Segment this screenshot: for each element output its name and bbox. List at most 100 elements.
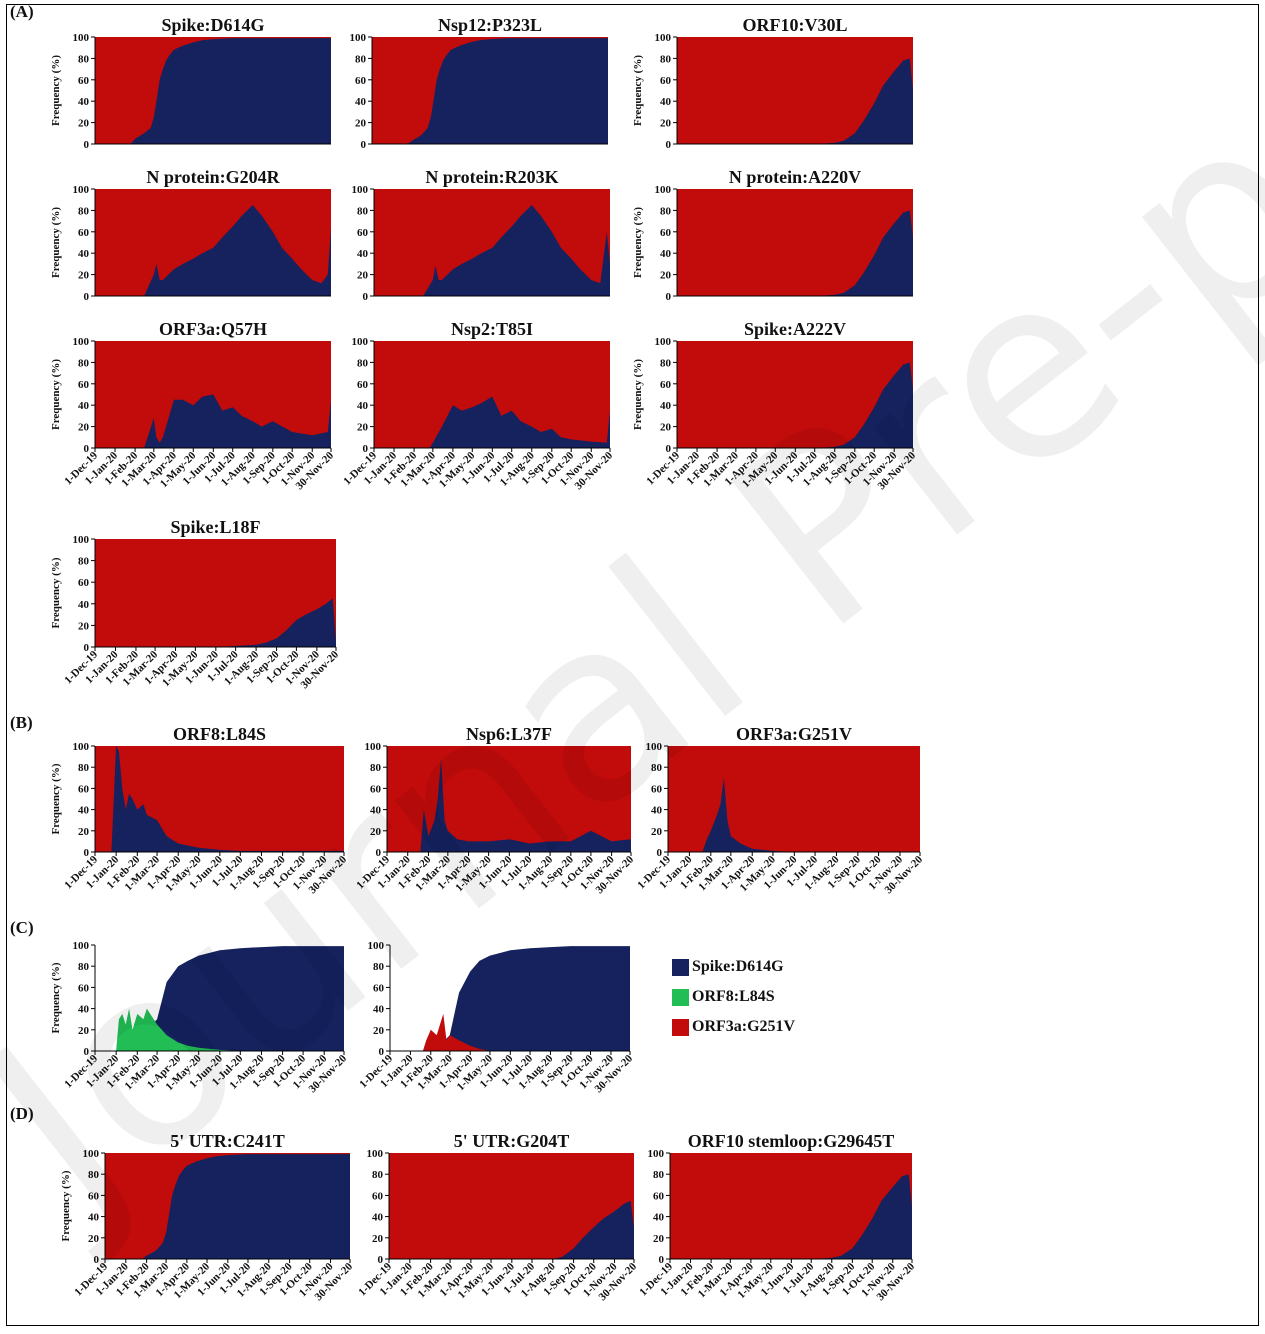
y-tick-label: 100 [73, 741, 90, 753]
legend-swatch-orf3a-g251v [672, 1018, 689, 1036]
y-tick-label: 100 [73, 184, 90, 196]
series-area-spike-d614g [390, 946, 630, 1051]
y-tick-label: 20 [660, 270, 672, 282]
series-area-mutant [387, 758, 631, 852]
y-axis-label: Frequency (%) [632, 55, 644, 126]
y-tick-label: 20 [88, 1233, 100, 1245]
chart-svg: 0 20 40 60 80 100 Frequency (%) [50, 32, 331, 151]
y-tick-label: 40 [653, 1212, 665, 1224]
y-tick-label: 0 [94, 1254, 100, 1266]
y-tick-label: 100 [655, 336, 672, 348]
y-tick-label: 60 [370, 783, 382, 795]
y-tick-label: 80 [78, 556, 90, 568]
legend-item-spike-d614g: Spike:D614G [672, 952, 795, 982]
y-tick-label: 20 [357, 270, 369, 282]
y-axis-label: Frequency (%) [50, 359, 62, 430]
y-axis-label: Frequency (%) [50, 962, 62, 1033]
chart-title: Nsp6:L37F [465, 724, 552, 744]
y-tick-label: 0 [666, 443, 672, 455]
y-tick-label: 20 [372, 1233, 384, 1245]
y-tick-label: 100 [368, 940, 385, 952]
series-area-mutant [95, 746, 344, 852]
y-tick-label: 100 [655, 32, 672, 44]
y-tick-label: 80 [653, 1169, 665, 1181]
y-tick-label: 0 [361, 139, 367, 151]
chart-title: N protein:G204R [146, 167, 280, 187]
series-area-mutant [372, 38, 608, 144]
series-area-mutant [677, 58, 913, 144]
y-tick-label: 0 [84, 291, 90, 303]
series-area-mutant [95, 598, 336, 647]
y-tick-label: 60 [78, 982, 90, 994]
y-tick-label: 0 [84, 847, 90, 859]
y-tick-label: 40 [78, 96, 90, 108]
chart-title: N protein:A220V [728, 167, 862, 187]
legend: Spike:D614G ORF8:L84S ORF3a:G251V [672, 952, 795, 1042]
y-tick-label: 20 [660, 118, 672, 130]
y-tick-label: 80 [370, 762, 382, 774]
y-tick-label: 100 [350, 32, 367, 44]
y-tick-label: 60 [78, 75, 90, 87]
y-tick-label: 20 [355, 118, 367, 130]
series-area-mutant [677, 362, 913, 448]
section-label-b: (B) [10, 713, 33, 732]
y-tick-label: 100 [365, 741, 382, 753]
y-tick-label: 40 [78, 248, 90, 260]
series-area-mutant [677, 210, 913, 296]
y-tick-label: 100 [73, 940, 90, 952]
chart-title: ORF10 stemloop:G29645T [687, 1131, 895, 1151]
y-tick-label: 0 [84, 139, 90, 151]
y-tick-label: 0 [84, 642, 90, 654]
chart-svg: 0 20 40 60 80 100 Frequency (%) [632, 32, 913, 151]
y-tick-label: 40 [78, 805, 90, 817]
y-tick-label: 100 [352, 184, 369, 196]
series-area-mutant [105, 1154, 350, 1259]
y-tick-label: 0 [84, 443, 90, 455]
y-tick-label: 0 [657, 847, 663, 859]
y-tick-label: 0 [84, 1046, 90, 1058]
y-tick-label: 100 [73, 534, 90, 546]
y-tick-label: 40 [78, 599, 90, 611]
y-tick-label: 60 [78, 577, 90, 589]
y-tick-label: 0 [363, 443, 369, 455]
y-tick-label: 60 [357, 379, 369, 391]
y-tick-label: 60 [660, 75, 672, 87]
y-tick-label: 60 [660, 379, 672, 391]
y-tick-label: 20 [78, 826, 90, 838]
series-area-mutant [95, 205, 331, 296]
chart-title: Spike:L18F [170, 517, 261, 537]
chart-svg: 0204060801001-Dec-191-Jan-201-Feb-201-Ma… [357, 940, 635, 1095]
chart-svg: 0204060801001-Dec-191-Jan-201-Feb-201-Ma… [635, 741, 925, 896]
chart-svg: 0204060801001-Dec-191-Jan-201-Feb-201-Ma… [341, 336, 615, 492]
y-tick-label: 80 [355, 53, 367, 65]
series-area-mutant [668, 777, 920, 852]
y-tick-label: 80 [78, 357, 90, 369]
chart-title: N protein:R203K [425, 167, 559, 187]
y-tick-label: 60 [372, 1190, 384, 1202]
y-tick-label: 40 [357, 400, 369, 412]
y-tick-label: 60 [373, 982, 385, 994]
y-axis-label: Frequency (%) [632, 359, 644, 430]
y-tick-label: 40 [88, 1212, 100, 1224]
y-tick-label: 60 [660, 227, 672, 239]
y-tick-label: 80 [651, 762, 663, 774]
y-tick-label: 60 [355, 75, 367, 87]
series-area-mutant [389, 1200, 634, 1259]
y-tick-label: 100 [646, 741, 663, 753]
y-tick-label: 80 [78, 762, 90, 774]
chart-svg: 0 20 40 60 80 100 [350, 32, 608, 151]
legend-swatch-spike-d614g [672, 958, 689, 976]
chart-title: ORF8:L84S [172, 724, 266, 744]
y-tick-label: 80 [88, 1169, 100, 1181]
section-label-d: (D) [10, 1104, 34, 1123]
y-tick-label: 60 [88, 1190, 100, 1202]
series-area-orf3a-g251v [390, 1013, 630, 1051]
y-tick-label: 80 [78, 961, 90, 973]
y-axis-label: Frequency (%) [632, 207, 644, 278]
